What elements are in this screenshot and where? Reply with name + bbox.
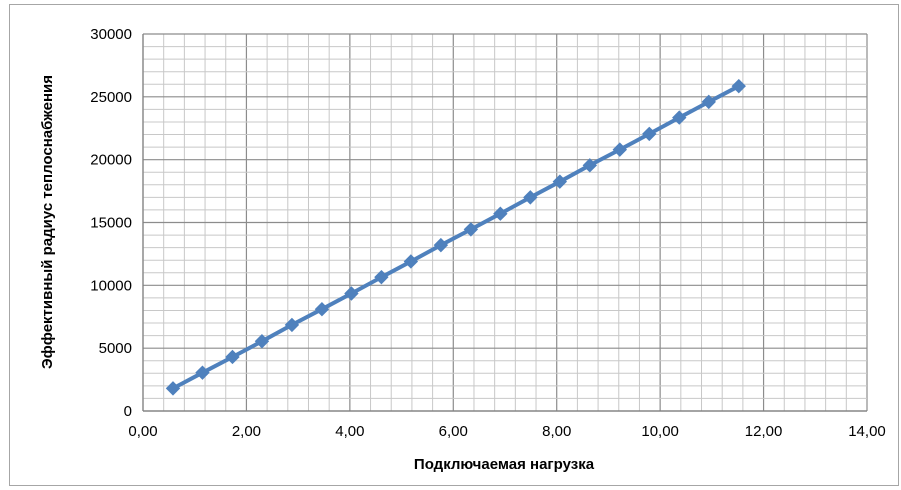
x-tick-label: 2,00 [232,423,261,440]
data-point [403,254,419,269]
x-tick-label: 8,00 [542,423,571,440]
data-point [642,126,657,142]
y-axis-label: Эффективный радиус теплоснабжения [39,75,56,369]
y-tick-label: 30000 [90,26,132,43]
grid-lines [142,33,868,412]
data-point [254,334,270,349]
y-tick-label: 0 [124,403,132,420]
x-tick-label: 12,00 [745,423,783,440]
x-axis-ticks: 0,00 2,00 4,00 6,00 8,00 10,00 12,00 14,00 [128,423,885,440]
series-line [171,84,741,391]
data-point [165,381,181,396]
data-point [612,142,628,157]
data-point [433,237,449,253]
data-point [493,206,508,221]
data-point [225,349,240,365]
x-tick-label: 14,00 [848,423,886,440]
x-tick-label: 10,00 [641,423,679,440]
data-point [374,269,389,285]
data-point [582,158,598,173]
y-tick-label: 10000 [90,277,132,294]
data-point [731,78,746,94]
data-point [523,190,538,205]
data-point [284,317,300,333]
series-layer [165,78,746,396]
data-point [463,222,479,237]
data-point [552,174,568,189]
y-axis-ticks: 0 5000 10000 15000 20000 25000 30000 [90,26,132,420]
y-tick-label: 15000 [90,215,132,232]
data-point [344,286,359,301]
x-tick-label: 0,00 [128,423,157,440]
data-point [195,365,210,380]
data-point [672,110,687,125]
y-tick-label: 5000 [99,340,132,357]
x-axis-label: Подключаемая нагрузка [414,456,595,473]
y-tick-label: 20000 [90,152,132,169]
y-tick-label: 25000 [90,89,132,106]
data-point [314,302,330,317]
x-tick-label: 4,00 [335,423,364,440]
data-point [701,94,716,110]
x-tick-label: 6,00 [439,423,468,440]
